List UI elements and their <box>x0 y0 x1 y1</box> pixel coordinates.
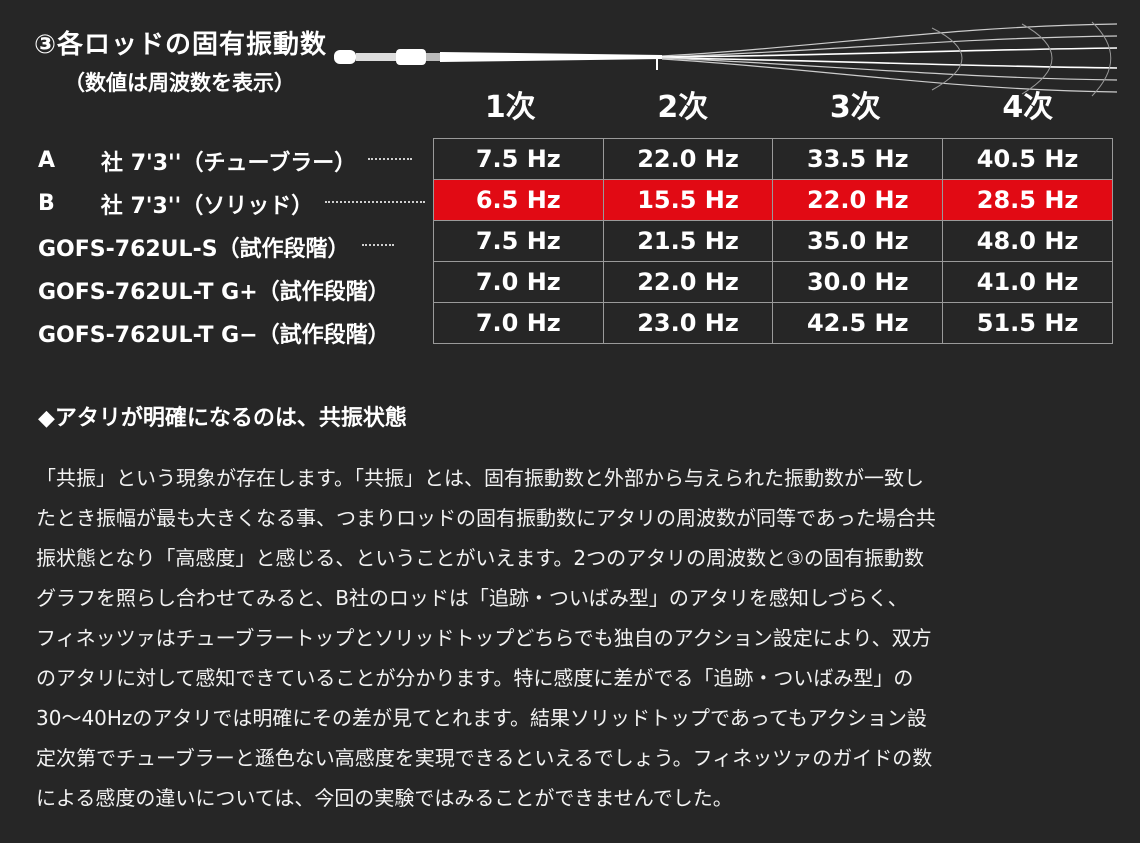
page-subtitle: （数値は周波数を表示） <box>64 67 295 97</box>
table-row: 7.0 Hz 23.0 Hz 42.5 Hz 51.5 Hz <box>434 303 1113 344</box>
rod-label-a: A 社 7'3''（チューブラー） <box>38 139 425 182</box>
column-header-1: 1次 <box>424 86 597 130</box>
rod-label-gofs-t-minus: GOFS-762UL-T G−（試作段階） <box>38 311 425 354</box>
frequency-table: 7.5 Hz 22.0 Hz 33.5 Hz 40.5 Hz 6.5 Hz 15… <box>433 138 1113 344</box>
table-cell: 21.5 Hz <box>603 221 773 262</box>
table-cell: 22.0 Hz <box>603 262 773 303</box>
table-row-highlighted: 6.5 Hz 15.5 Hz 22.0 Hz 28.5 Hz <box>434 180 1113 221</box>
body-paragraph: 「共振」という現象が存在します。「共振」とは、固有振動数と外部から与えられた振動… <box>36 458 1116 818</box>
rod-name: GOFS-762UL-T G−（試作段階） <box>38 317 390 349</box>
table-cell: 30.0 Hz <box>773 262 943 303</box>
rod-name: GOFS-762UL-S（試作段階） <box>38 231 350 263</box>
column-header-3: 3次 <box>769 86 942 130</box>
table-cell: 42.5 Hz <box>773 303 943 344</box>
table-cell: 7.0 Hz <box>434 303 604 344</box>
rod-name: 社 7'3''（ソリッド） <box>101 188 313 220</box>
section-heading: ◆アタリが明確になるのは、共振状態 <box>38 400 407 432</box>
table-cell: 7.0 Hz <box>434 262 604 303</box>
leader-dots <box>368 158 412 160</box>
table-cell: 28.5 Hz <box>943 180 1113 221</box>
table-cell: 48.0 Hz <box>943 221 1113 262</box>
table-cell: 35.0 Hz <box>773 221 943 262</box>
rod-label-b: B 社 7'3''（ソリッド） <box>38 182 425 225</box>
table-cell: 7.5 Hz <box>434 221 604 262</box>
table-cell: 40.5 Hz <box>943 139 1113 180</box>
table-cell: 7.5 Hz <box>434 139 604 180</box>
table-cell: 33.5 Hz <box>773 139 943 180</box>
rod-label-gofs-s: GOFS-762UL-S（試作段階） <box>38 225 425 268</box>
maker-label: B <box>38 191 55 216</box>
table-cell: 6.5 Hz <box>434 180 604 221</box>
leader-dots <box>325 201 425 203</box>
table-cell: 15.5 Hz <box>603 180 773 221</box>
rod-name: 社 7'3''（チューブラー） <box>101 145 356 177</box>
table-cell: 51.5 Hz <box>943 303 1113 344</box>
rod-labels: A 社 7'3''（チューブラー） B 社 7'3''（ソリッド） GOFS-7… <box>38 139 425 354</box>
table-cell: 22.0 Hz <box>773 180 943 221</box>
table-cell: 23.0 Hz <box>603 303 773 344</box>
table-row: 7.0 Hz 22.0 Hz 30.0 Hz 41.0 Hz <box>434 262 1113 303</box>
column-header-4: 4次 <box>942 86 1115 130</box>
table-row: 7.5 Hz 21.5 Hz 35.0 Hz 48.0 Hz <box>434 221 1113 262</box>
table-cell: 41.0 Hz <box>943 262 1113 303</box>
table-row: 7.5 Hz 22.0 Hz 33.5 Hz 40.5 Hz <box>434 139 1113 180</box>
maker-label: A <box>38 148 55 173</box>
table-cell: 22.0 Hz <box>603 139 773 180</box>
column-headers: 1次 2次 3次 4次 <box>424 86 1114 130</box>
column-header-2: 2次 <box>597 86 770 130</box>
page-title: ③各ロッドの固有振動数 <box>34 24 327 61</box>
leader-dots <box>362 244 394 246</box>
rod-name: GOFS-762UL-T G+（試作段階） <box>38 274 390 306</box>
rod-label-gofs-t-plus: GOFS-762UL-T G+（試作段階） <box>38 268 425 311</box>
